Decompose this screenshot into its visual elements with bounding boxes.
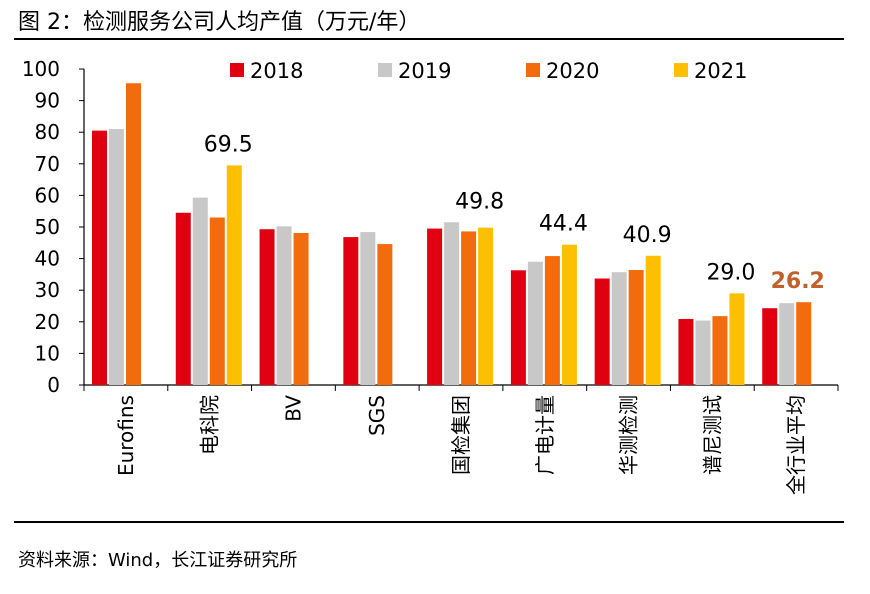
x-tick-label: 华测检测 [617, 395, 641, 475]
bar-2020 [544, 256, 560, 385]
bar-2018 [762, 308, 778, 385]
y-tick-label: 40 [35, 247, 60, 271]
bar-2020 [712, 316, 728, 385]
bar-2018 [175, 212, 191, 385]
data-label: 44.4 [539, 212, 588, 237]
chart-legend: 2018 2019 2020 2021 [230, 59, 747, 83]
bar-2019 [527, 261, 543, 385]
legend-label-2020: 2020 [546, 59, 599, 83]
source-note: 资料来源：Wind，长江证券研究所 [18, 550, 298, 571]
legend-label-2018: 2018 [250, 59, 303, 83]
y-tick-label: 50 [35, 215, 60, 239]
x-tick-label: 电科院 [198, 395, 222, 455]
data-label: 40.9 [623, 223, 672, 248]
data-label: 49.8 [455, 189, 504, 214]
bar-2019 [444, 222, 460, 385]
y-tick-label: 70 [35, 152, 60, 176]
bar-2019 [192, 197, 208, 385]
bar-2020 [796, 302, 812, 385]
bar-2021 [561, 244, 577, 385]
bar-2020 [209, 217, 225, 385]
bar-2019 [360, 232, 376, 385]
y-tick-label: 100 [22, 57, 60, 81]
x-tick-label: SGS [365, 395, 389, 436]
bar-2018 [427, 228, 443, 385]
x-tick-label: 广电计量 [533, 395, 557, 475]
x-tick-label: BV [281, 395, 305, 422]
data-label: 29.0 [706, 260, 755, 285]
bar-2019 [276, 226, 292, 385]
x-tick-label: 全行业平均 [784, 395, 808, 495]
legend-swatch-2021 [674, 63, 688, 77]
y-tick-label: 0 [47, 373, 60, 397]
bar-2018 [678, 318, 694, 385]
bar-2021 [729, 293, 745, 385]
bar-2018 [259, 229, 275, 385]
chart-bars [92, 83, 812, 385]
legend-label-2021: 2021 [694, 59, 747, 83]
bar-2018 [343, 237, 359, 385]
bar-2021 [226, 165, 242, 385]
y-tick-label: 60 [35, 183, 60, 207]
data-label: 69.5 [204, 132, 253, 157]
legend-swatch-2020 [526, 63, 540, 77]
bar-2018 [594, 278, 610, 385]
y-tick-label: 80 [35, 120, 60, 144]
bar-2018 [92, 130, 107, 385]
x-tick-label: 国检集团 [449, 395, 473, 475]
bottom-rule [14, 521, 844, 523]
bar-2020 [126, 83, 141, 385]
bar-2019 [779, 303, 795, 385]
chart-axes: 0 10 20 30 40 50 60 70 80 90 100 Eurofins 电科院 BV SGS 国检… [22, 57, 839, 495]
legend-swatch-2018 [230, 63, 244, 77]
data-label: 26.2 [771, 269, 825, 294]
bar-2020 [293, 233, 309, 385]
figure-title: 图 2：检测服务公司人均产值（万元/年） [18, 10, 421, 35]
y-tick-label: 90 [35, 89, 60, 113]
bar-2020 [377, 244, 393, 385]
bar-2021 [478, 227, 494, 385]
bar-2020 [628, 269, 644, 385]
y-tick-label: 30 [35, 278, 60, 302]
y-tick-label: 20 [35, 310, 60, 334]
chart-labels: 69.5 49.8 44.4 40.9 29.0 26.2 [204, 132, 825, 294]
top-rule [14, 38, 844, 40]
bar-2019 [611, 272, 627, 385]
bar-2019 [109, 129, 124, 385]
x-tick-label: 谱尼测试 [700, 395, 724, 475]
legend-swatch-2019 [378, 63, 392, 77]
y-tick-label: 10 [35, 341, 60, 365]
bar-2020 [461, 231, 477, 385]
x-tick-label: Eurofins [114, 395, 138, 476]
bar-2019 [695, 320, 711, 385]
legend-label-2019: 2019 [398, 59, 451, 83]
bar-2021 [645, 255, 661, 385]
bar-2018 [510, 270, 526, 385]
